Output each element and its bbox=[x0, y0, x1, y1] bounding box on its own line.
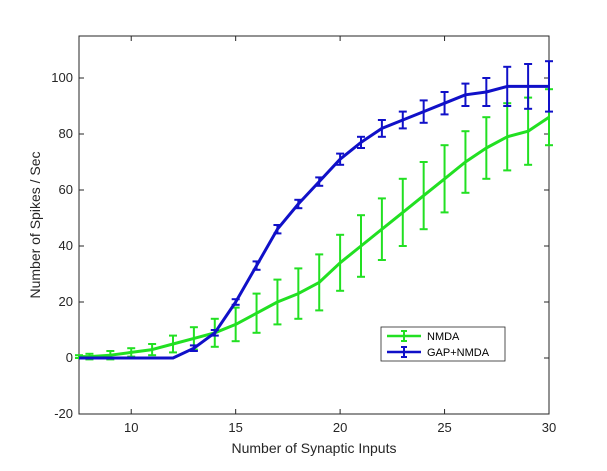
series-line bbox=[79, 84, 549, 360]
x-tick-label: 10 bbox=[124, 420, 138, 435]
legend-label: NMDA bbox=[427, 331, 460, 343]
x-tick-label: 30 bbox=[542, 420, 556, 435]
legend-entries: NMDA GAP+NMDA bbox=[387, 330, 490, 359]
axis-ticks: 10 15 20 25 30 -20 0 20 40 60 80 100 bbox=[51, 36, 556, 435]
legend-entry: GAP+NMDA bbox=[387, 346, 490, 359]
y-tick-label: 40 bbox=[59, 238, 73, 253]
legend-label: GAP+NMDA bbox=[427, 347, 490, 359]
x-tick-label: 25 bbox=[437, 420, 451, 435]
series-gap-nmda bbox=[79, 60, 553, 360]
legend-entry: NMDA bbox=[387, 330, 460, 343]
x-axis-label: Number of Synaptic Inputs bbox=[232, 440, 397, 456]
x-tick-label: 20 bbox=[333, 420, 347, 435]
x-tick-label: 15 bbox=[228, 420, 242, 435]
y-tick-label: 100 bbox=[51, 70, 73, 85]
legend-box bbox=[380, 326, 506, 362]
legend: NMDA GAP+NMDA bbox=[380, 326, 506, 362]
y-tick-label: 80 bbox=[59, 126, 73, 141]
series-nmda bbox=[75, 88, 553, 361]
y-axis-label: Number of Spikes / Sec bbox=[27, 151, 43, 298]
y-tick-label: 60 bbox=[59, 182, 73, 197]
y-tick-label: 20 bbox=[59, 294, 73, 309]
y-tick-label: -20 bbox=[54, 406, 73, 421]
series-line bbox=[79, 115, 550, 359]
y-tick-label: 0 bbox=[66, 350, 73, 365]
series-layer bbox=[75, 60, 553, 361]
